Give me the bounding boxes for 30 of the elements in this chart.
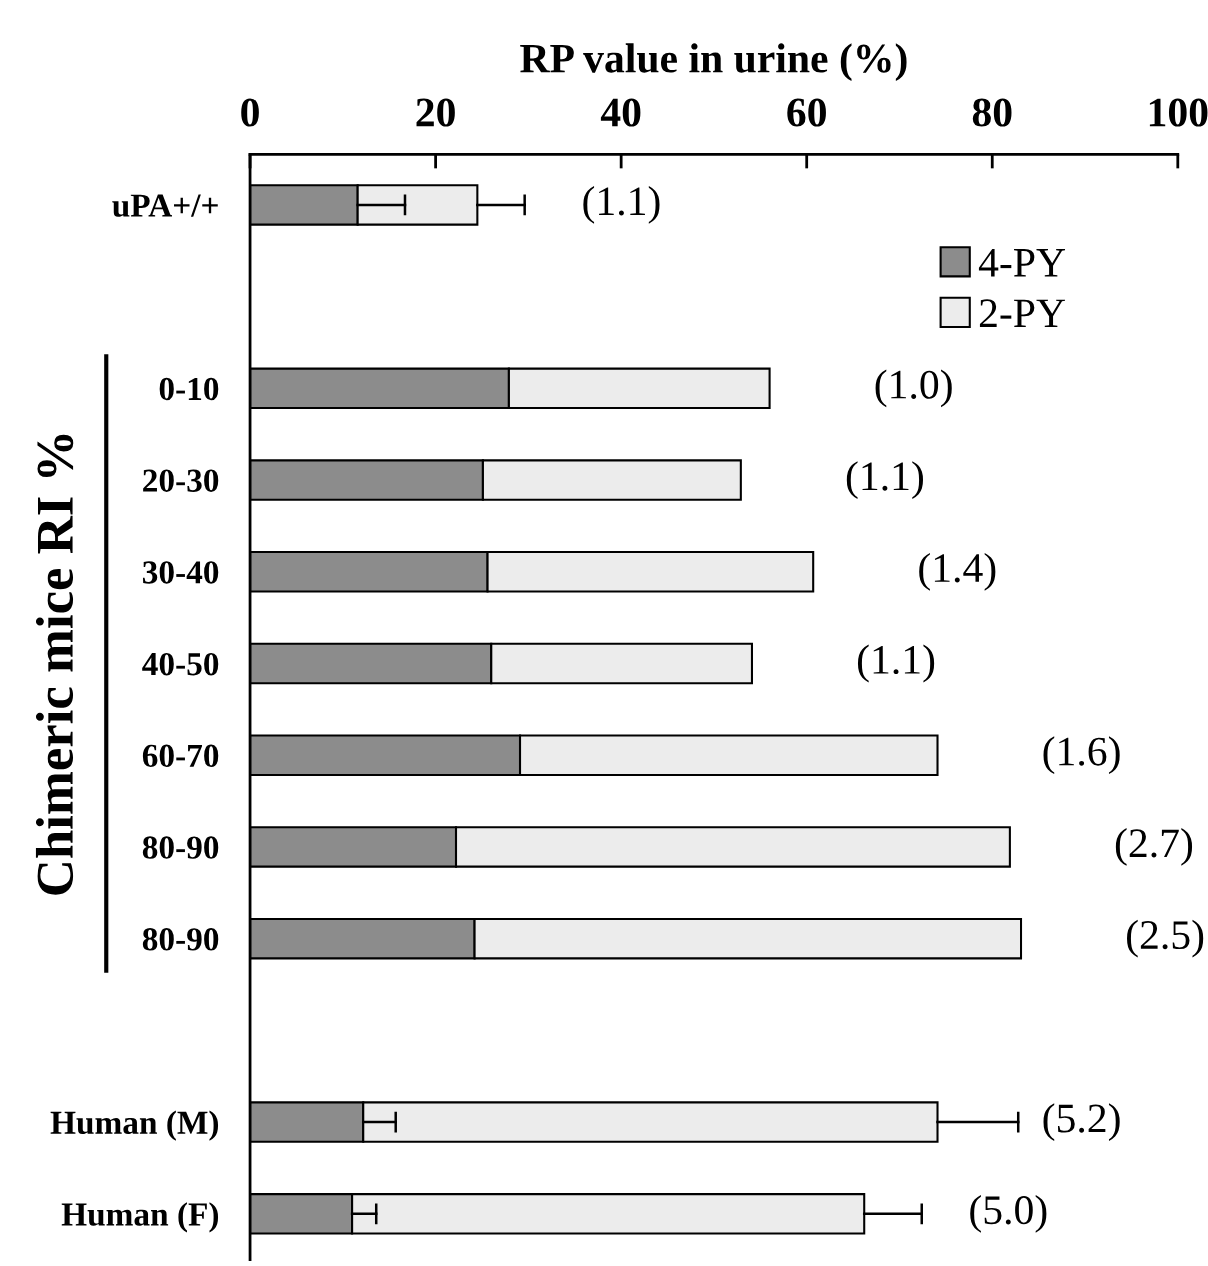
y-tick-label: 80-90 xyxy=(142,836,219,859)
annotation: (5.0) xyxy=(970,1194,1047,1233)
y-tick-label: 40-50 xyxy=(142,652,219,676)
annotation: (1.1) xyxy=(857,644,935,683)
y-axis-title: Chimeric mice RI % xyxy=(35,434,74,895)
annotation: (1.0) xyxy=(875,369,952,408)
x-tick-label: 40 xyxy=(600,98,641,127)
x-tick-label: 0 xyxy=(241,98,259,127)
x-axis-title: RP value in urine (%) xyxy=(520,43,907,82)
legend-label: 2-PY xyxy=(979,299,1066,327)
y-tick-label: 60-70 xyxy=(142,744,219,768)
x-tick-label: 100 xyxy=(1149,98,1208,127)
annotation: (2.5) xyxy=(1127,919,1204,958)
y-tick-label: 20-30 xyxy=(143,469,219,492)
y-tick-label: 0-10 xyxy=(159,377,219,401)
x-tick-label: 20 xyxy=(416,98,455,127)
y-tick-label: Human (F) xyxy=(61,1202,219,1233)
x-tick-label: 80 xyxy=(972,98,1012,127)
annotation: (1.6) xyxy=(1043,736,1120,775)
y-tick-label: 30-40 xyxy=(142,561,219,584)
annotation: (2.7) xyxy=(1115,828,1193,866)
y-tick-label: Human (M) xyxy=(50,1110,219,1141)
annotation: (5.2) xyxy=(1043,1103,1120,1141)
annotation: (1.1) xyxy=(583,186,660,224)
y-tick-label: 80-90 xyxy=(142,928,219,951)
annotation: (1.4) xyxy=(919,552,996,591)
annotation: (1.1) xyxy=(846,461,923,499)
x-tick-label: 60 xyxy=(787,98,826,127)
y-tick-label: uPA+/+ xyxy=(112,194,218,217)
legend-label: 4-PY xyxy=(978,248,1066,277)
